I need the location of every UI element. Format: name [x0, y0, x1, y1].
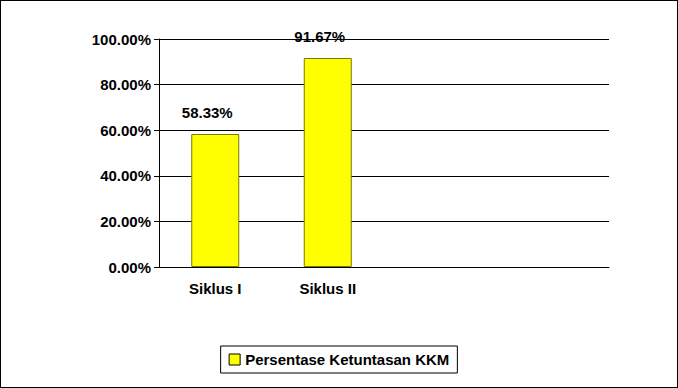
- svg-text:80.00%: 80.00%: [100, 76, 151, 93]
- svg-text:91.67%: 91.67%: [294, 28, 345, 45]
- svg-text:0.00%: 0.00%: [108, 259, 151, 276]
- svg-text:40.00%: 40.00%: [100, 167, 151, 184]
- svg-text:Siklus I: Siklus I: [189, 280, 242, 297]
- svg-text:Siklus II: Siklus II: [299, 280, 356, 297]
- svg-text:58.33%: 58.33%: [182, 104, 233, 121]
- svg-text:Persentase Ketuntasan KKM: Persentase Ketuntasan KKM: [245, 351, 449, 368]
- svg-text:20.00%: 20.00%: [100, 213, 151, 230]
- svg-text:60.00%: 60.00%: [100, 122, 151, 139]
- svg-text:100.00%: 100.00%: [92, 31, 151, 48]
